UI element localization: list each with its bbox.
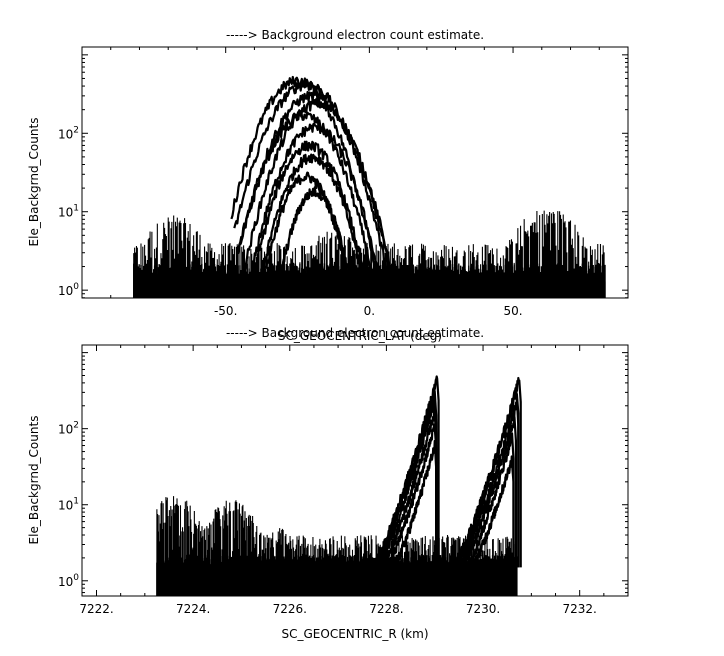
series-line-3 <box>368 395 438 582</box>
noise-base <box>156 554 518 596</box>
chart-title-top: -----> Background electron count estimat… <box>226 28 484 42</box>
x-axis-bottom: 7222. 7224. 7226. 7228. 7230. 7232. <box>79 345 629 616</box>
series-line-11 <box>458 432 515 582</box>
series-line-2 <box>233 81 396 292</box>
y-axis-label-top: Ele_Backgrnd_Counts <box>27 118 41 247</box>
series-line-4 <box>373 406 438 582</box>
series-line-10 <box>452 415 517 582</box>
x-axis-label-bottom: SC_GEOCENTRIC_R (km) <box>282 627 429 641</box>
series-line-5 <box>239 110 390 292</box>
series-line-10 <box>271 186 365 292</box>
series-line-8 <box>259 153 376 292</box>
noise-base <box>133 263 606 298</box>
x-tick-label: 7232. <box>563 602 597 616</box>
panel-bottom: -----> Background electron count estimat… <box>27 326 629 641</box>
x-axis-label-top: SC_GEOCENTRIC_LAT (deg) <box>278 329 442 343</box>
y-axis-top: 100 101 102 <box>58 54 628 299</box>
x-tick-label: -50. <box>214 304 237 318</box>
plot-area-top <box>133 75 606 298</box>
x-tick-label: 7224. <box>176 602 210 616</box>
series-line-8 <box>446 391 520 582</box>
series-line-12 <box>462 455 515 582</box>
y-tick-label: 100 <box>58 282 79 298</box>
series-line-4 <box>238 98 399 292</box>
x-tick-label: 7226. <box>273 602 307 616</box>
y-axis-bottom: 100 101 102 <box>58 352 628 594</box>
series-line-5 <box>378 423 438 582</box>
x-tick-label: 0. <box>364 304 375 318</box>
chart-title-bottom: -----> Background electron count estimat… <box>226 326 484 340</box>
y-tick-label: 101 <box>58 204 79 220</box>
y-axis-label-bottom: Ele_Backgrnd_Counts <box>27 416 41 545</box>
y-tick-label: 102 <box>58 125 79 141</box>
plot-area-bottom <box>156 375 522 596</box>
x-tick-label: 7222. <box>79 602 113 616</box>
series-line-6 <box>385 439 438 582</box>
plot-frame-top <box>81 46 629 299</box>
series-line-6 <box>247 122 387 292</box>
y-tick-label: 101 <box>58 497 79 513</box>
x-tick-label: 50. <box>504 304 523 318</box>
panel-top: -----> Background electron count estimat… <box>27 28 629 343</box>
series-line-9 <box>448 397 520 582</box>
x-tick-label: 7230. <box>466 602 500 616</box>
y-tick-label: 100 <box>58 573 79 589</box>
x-axis-top: -50. 0. 50. <box>81 47 629 318</box>
series-line-7 <box>248 140 382 292</box>
x-tick-label: 7228. <box>369 602 403 616</box>
plot-frame-bottom <box>81 344 629 597</box>
y-tick-label: 102 <box>58 421 79 437</box>
